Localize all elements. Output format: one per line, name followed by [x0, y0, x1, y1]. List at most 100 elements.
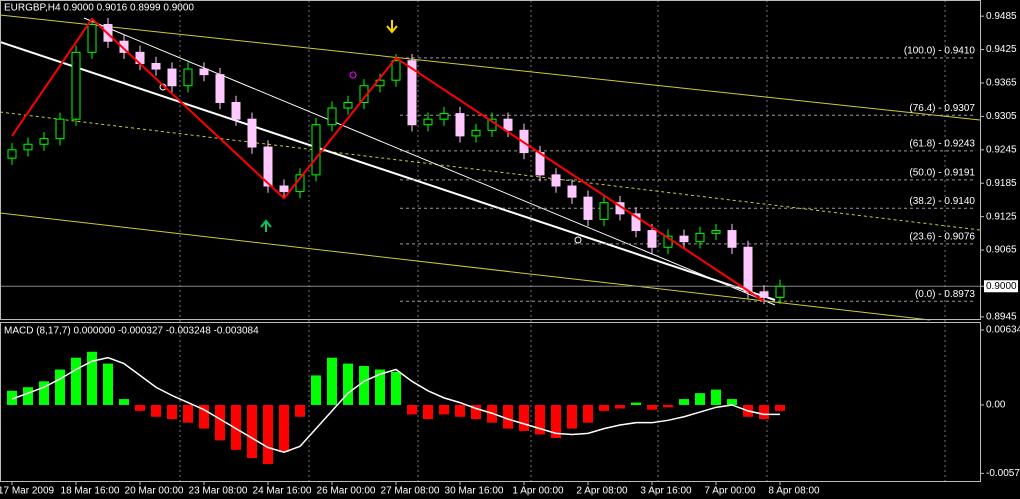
- macd-bar: [631, 402, 641, 405]
- y-tick-label: 0.9365: [986, 78, 1017, 89]
- y-tick-label: 0.9125: [986, 211, 1017, 222]
- macd-bar: [615, 404, 625, 409]
- fib-label: (100.0) - 0.9410: [904, 46, 976, 57]
- x-tick-label: 2 Apr 08:00: [576, 486, 628, 497]
- x-tick-label: 18 Mar 16:00: [61, 486, 120, 497]
- macd-bar: [183, 404, 193, 423]
- x-tick-label: 17 Mar 2009: [0, 486, 55, 497]
- y-tick-label: 0.9245: [986, 144, 1017, 155]
- main-frame: [0, 0, 981, 320]
- candle-body: [727, 230, 737, 248]
- candle-body: [23, 143, 33, 151]
- candle-body: [679, 235, 689, 243]
- candle-body: [247, 118, 257, 148]
- macd-bar: [775, 404, 785, 411]
- macd-bar: [551, 404, 561, 439]
- x-tick-label: 27 Mar 08:00: [381, 486, 440, 497]
- macd-bar: [311, 375, 321, 405]
- candle-body: [567, 185, 577, 198]
- macd-bar: [759, 404, 769, 420]
- macd-bar: [519, 404, 529, 431]
- y-tick-label: 0.8945: [986, 312, 1017, 323]
- chart-title: EURGBP,H4 0.9000 0.9016 0.8999 0.9000: [4, 3, 194, 14]
- macd-frame: [0, 322, 981, 482]
- x-tick-label: 8 Apr 08:00: [768, 486, 820, 497]
- macd-bar: [679, 399, 689, 405]
- macd-bar: [695, 393, 705, 405]
- macd-signal-line: [11, 356, 780, 454]
- candle-body: [87, 24, 97, 53]
- y-tick-label: 0.9000: [986, 281, 1017, 292]
- candle-body: [583, 196, 593, 220]
- x-tick-label: 3 Apr 16:00: [640, 486, 692, 497]
- macd-bar: [23, 387, 33, 405]
- macd-bar: [39, 381, 49, 405]
- candle-body: [119, 40, 129, 53]
- candle-body: [503, 118, 513, 131]
- macd-bar: [151, 404, 161, 417]
- macd-bar: [711, 389, 721, 405]
- macd-bar: [279, 404, 289, 453]
- x-tick-label: 23 Mar 08:00: [189, 486, 248, 497]
- macd-bar: [215, 404, 225, 441]
- grid-verticals: [179, 0, 946, 481]
- x-tick-label: 24 Mar 16:00: [253, 486, 312, 497]
- x-tick-label: 20 Mar 00:00: [125, 486, 184, 497]
- macd-bar: [535, 404, 545, 435]
- candle-body: [647, 230, 657, 248]
- macd-bar: [407, 404, 417, 415]
- candle-body: [695, 232, 705, 243]
- y-tick-label: 0.9425: [986, 44, 1017, 55]
- candle-body: [263, 146, 273, 187]
- fib-label: (50.0) - 0.9191: [909, 168, 975, 179]
- candle-body: [407, 60, 417, 126]
- candle-body: [759, 291, 769, 298]
- y-tick-label: 0.006345: [986, 325, 1020, 336]
- plot: 0.9485 0.9425 0.9365 0.9305 0.9245 0.9185 0.91…: [0, 11, 1020, 497]
- candle-body: [455, 113, 465, 137]
- macd-bar: [55, 369, 65, 405]
- x-tick-label: 7 Apr 00:00: [704, 486, 756, 497]
- candle-body: [631, 213, 641, 232]
- x-tick-label: 26 Mar 00:00: [317, 486, 376, 497]
- macd-bar: [439, 404, 449, 415]
- macd-bar: [599, 404, 609, 411]
- zigzag-line: [11, 17, 765, 303]
- signal-markers: [159, 20, 582, 244]
- fib-label: (0.0) - 0.8973: [915, 289, 975, 300]
- macd-bar: [391, 371, 401, 405]
- macd-bar: [727, 399, 737, 405]
- candle-body: [39, 138, 49, 145]
- macd-bar: [199, 404, 209, 429]
- macd-bar: [87, 351, 97, 405]
- macd-bar: [455, 404, 465, 417]
- candle-body: [663, 235, 673, 248]
- macd-bar: [503, 404, 513, 429]
- y-tick-label: 0.9065: [986, 245, 1017, 256]
- x-tick-label: 30 Mar 16:00: [445, 486, 504, 497]
- macd-bar: [71, 357, 81, 405]
- fib-label: (38.2) - 0.9140: [909, 196, 975, 207]
- macd-bar: [295, 404, 305, 417]
- candle-body: [7, 149, 17, 159]
- candle-body: [279, 185, 289, 193]
- candle-body: [199, 68, 209, 76]
- macd-bar: [327, 357, 337, 405]
- macd-bar: [167, 404, 177, 420]
- candle-body: [183, 68, 193, 87]
- macd-bar: [647, 404, 657, 410]
- candle-body: [711, 230, 721, 234]
- candle-body: [327, 107, 337, 126]
- macd-bar: [583, 404, 593, 423]
- candle-body: [439, 113, 449, 120]
- macd-bar: [567, 404, 577, 429]
- candle-body: [599, 202, 609, 220]
- candle-body: [775, 285, 785, 298]
- candle-body: [343, 101, 353, 109]
- macd-title: MACD (8,17,7) 0.000000 -0.000327 -0.0032…: [4, 326, 259, 337]
- candle-body: [551, 174, 561, 187]
- y-tick-label: -0.00579: [986, 468, 1020, 479]
- candle-body: [743, 246, 753, 293]
- y-tick-label: 0.9185: [986, 178, 1017, 189]
- candle-body: [231, 101, 241, 120]
